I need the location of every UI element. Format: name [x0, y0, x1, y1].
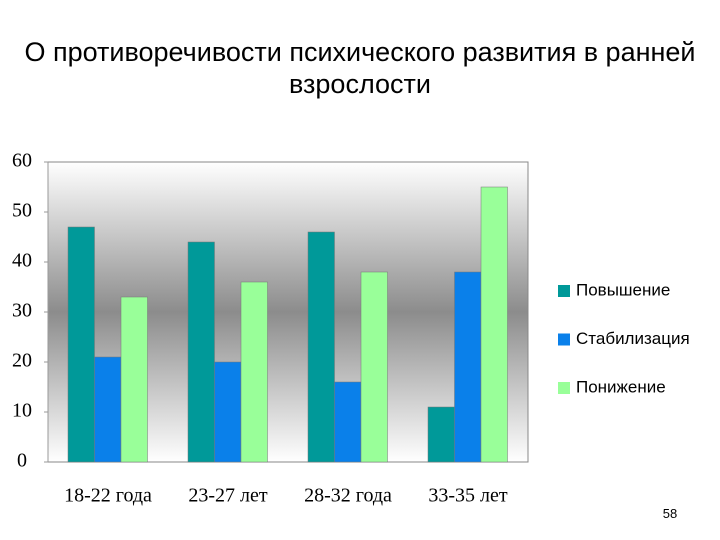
bar	[120, 296, 148, 463]
slide-title: О противоречивости психического развития…	[24, 37, 696, 99]
bar	[360, 271, 388, 463]
legend-swatch	[558, 382, 570, 394]
bar	[307, 231, 335, 463]
bar	[480, 186, 508, 463]
y-tick-label: 60	[12, 150, 32, 172]
legend-swatch	[558, 333, 570, 346]
y-tick-label: 10	[12, 400, 32, 422]
y-tick-label: 20	[12, 350, 32, 372]
x-tick-label: 28-32 года	[304, 485, 392, 507]
legend-swatch	[558, 285, 570, 297]
x-tick-label: 23-27 лет	[188, 485, 268, 507]
bar	[94, 356, 122, 463]
y-tick-label: 50	[12, 200, 32, 222]
slide-number: 58	[662, 506, 678, 521]
bar	[427, 406, 455, 463]
x-tick-label: 33-35 лет	[428, 485, 508, 507]
y-tick-label: 30	[12, 300, 32, 322]
bar	[187, 241, 215, 463]
legend-label: Понижение	[576, 377, 666, 396]
bar	[214, 361, 242, 463]
bar	[334, 381, 362, 463]
legend-label: Стабилизация	[576, 329, 690, 348]
legend-label: Повышение	[576, 280, 670, 299]
x-tick-label: 18-22 года	[64, 485, 152, 507]
y-tick-label: 40	[12, 250, 32, 272]
y-tick-label: 0	[17, 450, 27, 472]
bar	[240, 281, 268, 463]
bar	[67, 226, 95, 463]
bar	[454, 271, 482, 463]
